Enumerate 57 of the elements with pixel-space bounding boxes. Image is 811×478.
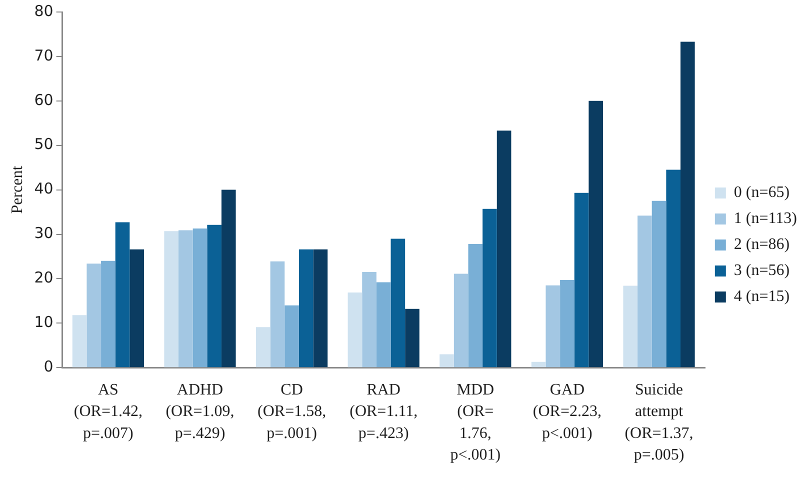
bar — [207, 224, 222, 368]
bar — [270, 261, 285, 368]
y-tick-label: 60 — [34, 90, 54, 109]
x-tick-label: CD (OR=1.58, p=.001) — [258, 382, 326, 442]
bar — [588, 100, 604, 368]
bar — [298, 249, 314, 368]
y-tick-label: 40 — [34, 180, 54, 198]
y-tick-label: 0 — [44, 357, 54, 376]
y-tick-label: 20 — [34, 268, 54, 287]
x-tick-label: MDD (OR= 1.76, p<.001) — [450, 382, 501, 464]
bar — [482, 208, 497, 368]
bar — [560, 280, 574, 368]
bar — [164, 231, 179, 368]
bar — [468, 244, 483, 368]
bar — [256, 327, 270, 368]
y-tick-label: 70 — [34, 46, 54, 64]
x-tick-label: GAD (OR=2.23, p<.001) — [532, 382, 602, 442]
bar — [192, 228, 208, 368]
bar — [666, 170, 680, 368]
bar — [638, 216, 652, 368]
legend-label: 2 (n=86) — [734, 236, 790, 254]
bar — [390, 238, 406, 368]
bar — [115, 222, 130, 368]
bar — [405, 308, 420, 368]
legend-label: 0 (n=65) — [734, 184, 790, 202]
bar — [376, 282, 391, 368]
legend-label: 3 (n=56) — [734, 262, 790, 280]
bar — [531, 362, 546, 368]
bar — [546, 285, 560, 368]
bar — [313, 249, 328, 368]
x-tick-label: ADHD (OR=1.09, p=.429) — [166, 382, 234, 442]
legend-label: 4 (n=15) — [734, 288, 790, 306]
bar — [496, 130, 512, 368]
bar — [362, 272, 376, 368]
bar — [680, 42, 695, 368]
bar — [72, 315, 87, 368]
y-tick-label: 80 — [34, 2, 54, 20]
y-tick-label: 10 — [34, 313, 54, 332]
bar — [574, 192, 589, 368]
bar — [652, 200, 666, 368]
bar — [440, 354, 454, 368]
y-tick-label: 50 — [34, 135, 54, 154]
bar — [101, 260, 116, 368]
x-tick-label: RAD (OR=1.11, p=.423) — [350, 382, 418, 442]
legend-label: 1 (n=113) — [734, 210, 798, 228]
y-axis-title: Percent — [8, 165, 26, 214]
x-tick-label: AS (OR=1.42, p=.007) — [74, 382, 142, 442]
bar — [221, 190, 236, 368]
bar — [130, 249, 144, 368]
bar — [623, 286, 638, 368]
bar — [454, 274, 468, 368]
bar — [284, 305, 299, 368]
bar — [348, 292, 362, 368]
x-tick-label: Suicide attempt (OR=1.37, p=.005) — [624, 382, 694, 464]
y-tick-label: 30 — [34, 224, 54, 242]
bar — [86, 264, 102, 368]
bar — [178, 230, 193, 368]
